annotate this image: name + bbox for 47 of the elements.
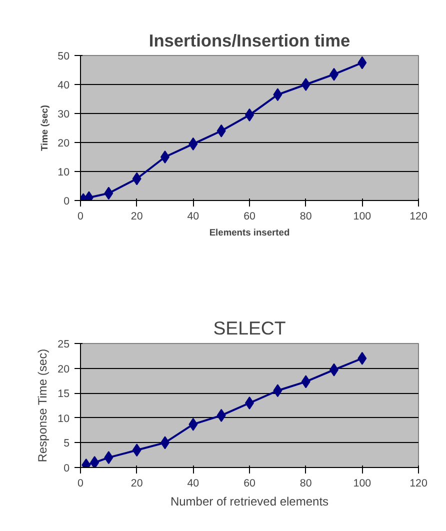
point [358, 56, 367, 70]
point [188, 137, 198, 150]
x-tick-label: 60 [244, 478, 256, 490]
x-tick-label: 40 [187, 478, 200, 490]
x-axis-title: Elements inserted [209, 228, 290, 238]
point [132, 172, 142, 186]
x-tick-label: 80 [300, 210, 312, 222]
y-tick-label: 20 [58, 138, 70, 150]
point [273, 384, 282, 398]
point [104, 186, 114, 200]
y-tick-label: 15 [58, 388, 70, 400]
y-tick-label: 40 [58, 80, 70, 92]
point [301, 375, 310, 388]
point [216, 408, 226, 422]
point [273, 88, 282, 102]
y-tick-label: 5 [64, 438, 70, 450]
point [132, 444, 142, 457]
chart-title: Insertions/Insertion time [148, 30, 350, 50]
x-tick-label: 0 [78, 478, 84, 490]
x-tick-label: 80 [300, 478, 312, 490]
chart-title: SELECT [213, 318, 286, 338]
point [188, 418, 198, 431]
point [104, 451, 114, 464]
y-tick-label: 25 [58, 338, 70, 350]
point [358, 352, 367, 365]
x-tick-label: 0 [78, 210, 84, 222]
x-axis-title: Number of retrieved elements [170, 494, 329, 508]
x-tick-label: 40 [187, 210, 200, 222]
y-axis-title: Response Time (sec) [36, 348, 50, 462]
y-tick-label: 20 [58, 363, 70, 376]
x-tick-label: 100 [353, 478, 372, 490]
y-tick-label: 10 [58, 412, 70, 425]
point [90, 456, 100, 468]
x-tick-label: 120 [410, 478, 428, 490]
y-tick-label: 0 [64, 462, 70, 474]
y-tick-label: 30 [58, 108, 70, 120]
x-tick-label: 100 [353, 210, 372, 222]
x-tick-label: 60 [244, 210, 256, 222]
x-tick-label: 120 [410, 210, 428, 222]
y-tick-label: 0 [64, 196, 70, 208]
y-tick-label: 50 [58, 50, 70, 62]
point [216, 124, 226, 138]
y-tick-label: 10 [58, 166, 70, 178]
y-axis-title: Time (sec) [40, 105, 50, 151]
x-tick-label: 20 [130, 478, 143, 490]
x-tick-label: 20 [130, 210, 143, 222]
point [301, 78, 310, 91]
